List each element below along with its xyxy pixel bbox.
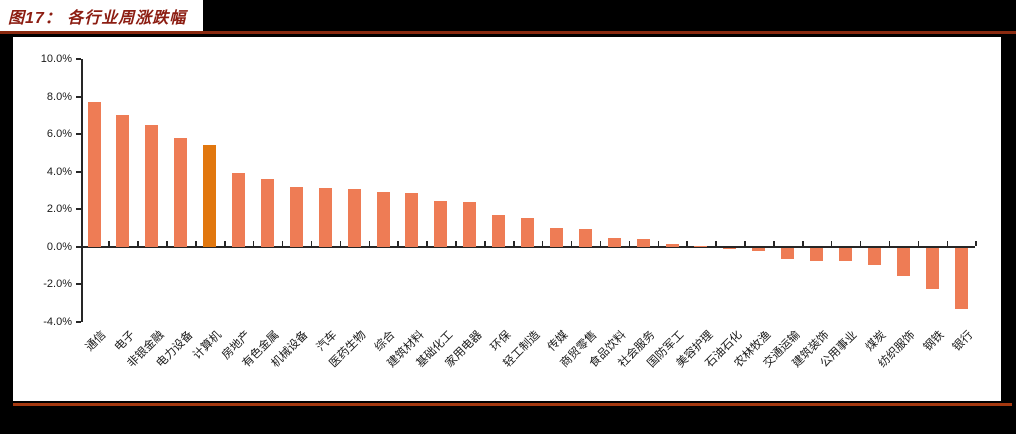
bar-非银金融 <box>145 124 159 247</box>
bar-煤炭 <box>867 247 881 266</box>
x-axis-tick <box>368 240 371 246</box>
bar-电力设备 <box>174 137 188 247</box>
y-tick-label: 0.0% <box>46 240 72 253</box>
bar-食品饮料 <box>607 238 621 247</box>
y-axis-tick <box>76 283 81 285</box>
y-tick-label: -2.0% <box>43 278 72 290</box>
category-label: 环保 <box>488 329 514 354</box>
x-axis <box>81 245 976 248</box>
x-axis-tick <box>859 240 862 246</box>
bottom-rule <box>13 403 1012 406</box>
figure-title-strip: 图17： 各行业周涨跌幅 <box>0 0 203 31</box>
x-axis-tick <box>397 240 399 246</box>
bar-轻工制造 <box>521 218 534 247</box>
x-axis-tick <box>917 240 920 246</box>
y-tick-label: 8.0% <box>46 90 72 103</box>
y-tick-label: 10.0% <box>40 53 72 65</box>
y-axis-tick <box>76 245 81 248</box>
category-label: 银行 <box>950 329 976 354</box>
x-axis-tick <box>455 240 457 246</box>
x-axis-tick <box>715 240 717 246</box>
category-label: 综合 <box>372 329 398 354</box>
bar-社会服务 <box>636 239 650 247</box>
x-axis-tick <box>744 240 746 246</box>
category-label: 传媒 <box>546 329 571 354</box>
x-axis-tick <box>570 240 573 246</box>
x-axis-tick <box>252 240 255 246</box>
bar-钢铁 <box>925 247 939 289</box>
x-axis-tick <box>975 240 977 246</box>
category-label: 钢铁 <box>921 329 947 354</box>
bar-国防军工 <box>665 243 679 247</box>
x-axis-tick <box>195 240 197 246</box>
category-label: 汽车 <box>314 329 340 354</box>
bar-商贸零售 <box>578 228 592 247</box>
x-axis-tick <box>773 240 775 246</box>
bar-医药生物 <box>347 189 361 247</box>
y-axis-tick <box>76 133 81 135</box>
x-axis-tick <box>888 240 891 246</box>
bar-综合 <box>376 192 390 247</box>
y-axis-tick <box>76 208 81 210</box>
bar-汽车 <box>318 188 332 247</box>
x-axis-tick <box>426 240 428 246</box>
figure-title: 图17： 各行业周涨跌幅 <box>8 10 187 27</box>
x-axis-tick <box>513 240 515 246</box>
x-axis-tick <box>657 240 660 246</box>
chart-panel: 10.0% 8.0% 6.0% 4.0% 2.0% 0.0% -2.0% -4.0% 通信 电子非… <box>13 37 1001 401</box>
bar-建筑材料 <box>405 193 419 247</box>
x-axis-tick <box>484 240 486 246</box>
x-axis-tick <box>599 240 602 246</box>
bar-农林牧渔 <box>752 247 766 252</box>
bar-纺织服饰 <box>896 247 910 276</box>
y-axis <box>81 59 83 322</box>
x-axis-tick <box>541 240 544 246</box>
bar-银行 <box>954 247 968 310</box>
bar-建筑装饰 <box>810 247 823 261</box>
x-axis-tick <box>166 240 168 246</box>
y-tick-label: 4.0% <box>46 165 72 178</box>
bar-美容护理 <box>694 245 708 247</box>
bar-家用电器 <box>463 201 477 247</box>
x-axis-tick <box>339 240 342 246</box>
bar-基础化工 <box>434 200 448 247</box>
y-tick-label: 6.0% <box>46 128 72 140</box>
top-rule <box>0 31 1016 34</box>
bar-公用事业 <box>838 247 852 261</box>
y-axis-tick <box>76 170 81 173</box>
bar-石油石化 <box>723 247 737 249</box>
x-axis-tick <box>686 240 688 246</box>
x-axis-tick <box>108 240 110 246</box>
category-label: 煤炭 <box>864 329 889 354</box>
bar-交通运输 <box>781 247 795 259</box>
y-tick-label: -4.0% <box>43 315 72 328</box>
y-axis-tick <box>76 320 81 323</box>
bar-房地产 <box>232 173 245 247</box>
x-axis-tick <box>830 240 833 246</box>
x-axis-tick <box>137 240 139 246</box>
category-label: 计算机 <box>191 329 225 362</box>
category-label: 电子 <box>112 329 138 354</box>
bar-传媒 <box>549 227 563 247</box>
bar-通信 <box>87 102 101 247</box>
bar-机械设备 <box>289 186 303 247</box>
x-axis-tick <box>224 240 226 246</box>
category-label: 通信 <box>83 329 109 354</box>
bar-环保 <box>492 214 506 247</box>
bar-有色金属 <box>260 179 274 247</box>
x-axis-tick <box>310 240 313 246</box>
y-tick-label: 2.0% <box>46 203 72 215</box>
x-axis-tick <box>946 240 949 246</box>
bar-计算机 <box>203 145 217 247</box>
x-axis-tick <box>802 240 804 246</box>
y-axis-tick <box>76 58 81 60</box>
x-axis-tick <box>628 240 631 246</box>
bar-电子 <box>116 115 130 247</box>
y-axis-tick <box>76 95 81 98</box>
x-axis-tick <box>281 240 284 246</box>
